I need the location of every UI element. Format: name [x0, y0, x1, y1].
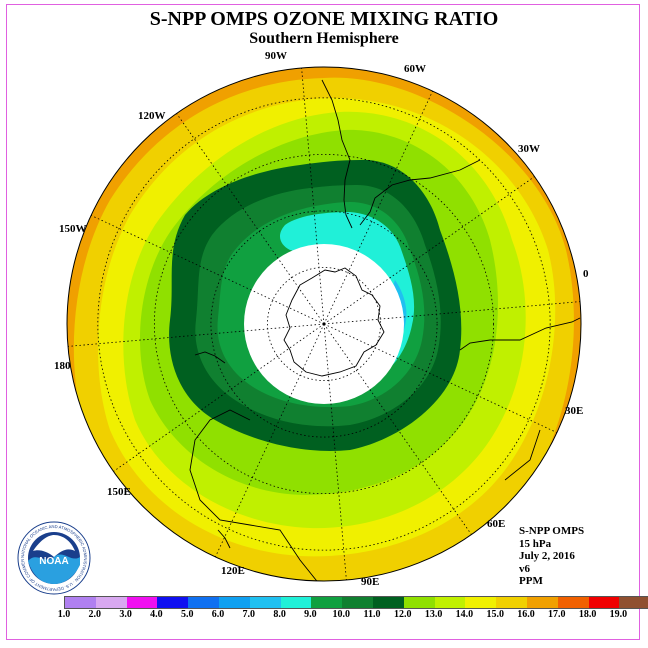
- product-version: v6: [519, 562, 530, 575]
- colorbar-cell: [403, 597, 435, 608]
- colorbar-cell: [526, 597, 558, 608]
- lon-label-60w: 60W: [404, 63, 426, 75]
- coastlines: [189, 79, 581, 581]
- africa-coast-2: [504, 429, 541, 481]
- noaa-logo: NOAA NATIONAL OCEANIC AND ATMOSPHERIC AD…: [17, 521, 91, 595]
- colorbar-tick-label: 13.0: [424, 609, 443, 620]
- colorbar-tick-label: 15.0: [486, 609, 504, 620]
- colorbar-cell: [619, 597, 648, 608]
- meridian-line: [323, 301, 581, 325]
- observation-date: July 2, 2016: [519, 550, 575, 563]
- meridian-line: [323, 176, 535, 325]
- south-pole-marker: [322, 322, 326, 326]
- latitude-circle: [210, 210, 438, 438]
- colorbar-cell: [311, 597, 343, 608]
- logo-text: NOAA: [39, 556, 68, 567]
- colorbar-tick-label: 6.0: [211, 609, 225, 620]
- colorbar-cell: [588, 597, 620, 608]
- meridian-line: [301, 67, 325, 325]
- colorbar-tick-label: 10.0: [332, 609, 350, 620]
- colorbar-tick-label: 1.0: [57, 609, 71, 620]
- meridian-line: [323, 323, 558, 433]
- colorbar-cell: [126, 597, 158, 608]
- colorbar-tick-label: 19.0: [609, 609, 628, 620]
- colorbar-tick-label: 5.0: [180, 609, 194, 620]
- logo-wave: [28, 554, 80, 584]
- colorbar-tick-label: 7.0: [242, 609, 256, 620]
- latitude-circle: [153, 153, 495, 495]
- colorbar-cell: [372, 597, 404, 608]
- colorbar-cell: [157, 597, 189, 608]
- lon-label-0: 0: [583, 268, 589, 280]
- plot-frame: [6, 4, 640, 640]
- latitude-circle: [267, 267, 381, 381]
- lon-label-120w: 120W: [138, 110, 166, 122]
- instrument-name: S-NPP OMPS: [519, 525, 585, 537]
- units-label: PPM: [519, 575, 543, 588]
- colorbar-cell: [342, 597, 373, 608]
- colorbar-tick-label: 3.0: [119, 609, 132, 620]
- colorbar-tick-label: 17.0: [548, 609, 566, 620]
- australia-coast: [189, 409, 321, 581]
- south-america-coast: [321, 79, 353, 229]
- ozone-field: [67, 67, 581, 581]
- colorbar-cell: [249, 597, 281, 608]
- colorbar-cell: [188, 597, 219, 608]
- colorbar-tick-label: 18.0: [578, 609, 597, 620]
- graticule: [67, 67, 581, 581]
- south-america-east-coast: [359, 159, 481, 226]
- colorbar-cell: [280, 597, 312, 608]
- new-zealand-coast-2: [217, 529, 231, 549]
- meridian-line: [90, 215, 325, 325]
- logo-gull: [33, 535, 75, 557]
- africa-coast: [459, 317, 581, 351]
- colorbar-cell: [434, 597, 466, 608]
- map-border: [66, 66, 582, 582]
- colorbar-cell: [65, 597, 96, 608]
- page-title: S-NPP OMPS OZONE MIXING RATIO: [149, 8, 499, 30]
- colorbar-labels: 1.0 2.0 3.0 4.0 5.0 6.0 7.0 8.0 9.0 10.0 11.0 12.0 1…: [0, 609, 648, 623]
- colorbar-tick-label: 9.0: [304, 609, 317, 620]
- colorbar-tick-label: 8.0: [273, 609, 286, 620]
- meridian-line: [176, 113, 325, 325]
- meridian-line: [215, 323, 325, 558]
- lon-label-90w: 90W: [265, 50, 287, 62]
- colorbar: [64, 596, 648, 609]
- new-zealand-coast: [194, 351, 226, 364]
- lon-label-120e: 120E: [221, 565, 245, 577]
- meridian-line: [323, 323, 347, 581]
- colorbar-cell: [557, 597, 589, 608]
- meridian-line: [67, 323, 325, 347]
- colorbar-cell: [496, 597, 527, 608]
- lon-label-30w: 30W: [518, 143, 540, 155]
- colorbar-cell: [218, 597, 250, 608]
- lon-label-150w: 150W: [59, 223, 87, 235]
- lon-label-180: 180: [54, 360, 71, 372]
- page-subtitle: Southern Hemisphere: [249, 30, 399, 47]
- lon-label-90e: 90E: [361, 576, 380, 588]
- meridian-line: [113, 323, 325, 472]
- antarctica-coast: [283, 267, 385, 377]
- colorbar-cell: [95, 597, 127, 608]
- colorbar-tick-label: 14.0: [455, 609, 474, 620]
- lon-label-30e: 30E: [565, 405, 584, 417]
- pressure-level: 15 hPa: [519, 537, 552, 550]
- lon-label-150e: 150E: [107, 486, 131, 498]
- meridian-line: [323, 323, 472, 535]
- lon-label-60e: 60E: [487, 518, 506, 530]
- colorbar-tick-label: 16.0: [517, 609, 535, 620]
- colorbar-tick-label: 2.0: [88, 609, 102, 620]
- colorbar-tick-label: 12.0: [394, 609, 412, 620]
- colorbar-cell: [465, 597, 497, 608]
- metadata-block: S-NPP OMPS 15 hPa July 2, 2016 v6 PPM: [519, 525, 584, 588]
- latitude-circle: [97, 97, 551, 551]
- colorbar-tick-label: 11.0: [363, 609, 381, 620]
- colorbar-tick-label: 4.0: [150, 609, 163, 620]
- meridian-line: [323, 90, 433, 325]
